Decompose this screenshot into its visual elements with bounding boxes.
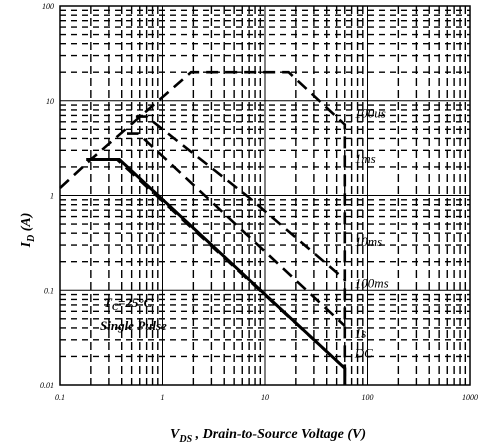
grid: [59, 5, 471, 386]
curve-label-1s: 1s: [355, 325, 367, 340]
annotation-temperature: TC=25°C: [104, 295, 153, 312]
curve-label-100us: 100us: [355, 106, 386, 121]
curve-label-10ms: 10ms: [355, 234, 382, 249]
curve-label-1ms: 1ms: [355, 151, 376, 166]
curve-label-100ms: 100ms: [355, 276, 389, 291]
curve-labels: 100us 1ms 10ms 100ms 1s DC: [354, 106, 389, 361]
y-tick-label: 10: [46, 97, 54, 106]
series-line-10ms: [127, 132, 346, 327]
x-tick-label: 0.1: [55, 393, 65, 402]
annotation-subscript: C: [112, 302, 119, 312]
plot-frame: [59, 5, 471, 386]
y-axis-title: ID (A): [19, 213, 37, 249]
series-line-1ms: [135, 115, 346, 281]
y-tick-label: 0.1: [44, 286, 54, 295]
y-tick-label: 100: [42, 2, 54, 11]
curve-label-dc: DC: [354, 346, 373, 361]
y-tick-label: 1: [50, 192, 54, 201]
annotation-pulse: Single Pulse: [100, 318, 167, 333]
series-group: [59, 70, 347, 385]
series-line-dc: [86, 158, 347, 385]
x-tick-label: 100: [362, 393, 374, 402]
x-tick-label: 1: [161, 393, 165, 402]
x-tick-label: 1000: [462, 393, 478, 402]
x-tick-label: 10: [261, 393, 269, 402]
y-tick-label: 0.01: [40, 381, 54, 390]
x-axis-title: VDS , Drain-to-Source Voltage (V): [170, 427, 366, 444]
